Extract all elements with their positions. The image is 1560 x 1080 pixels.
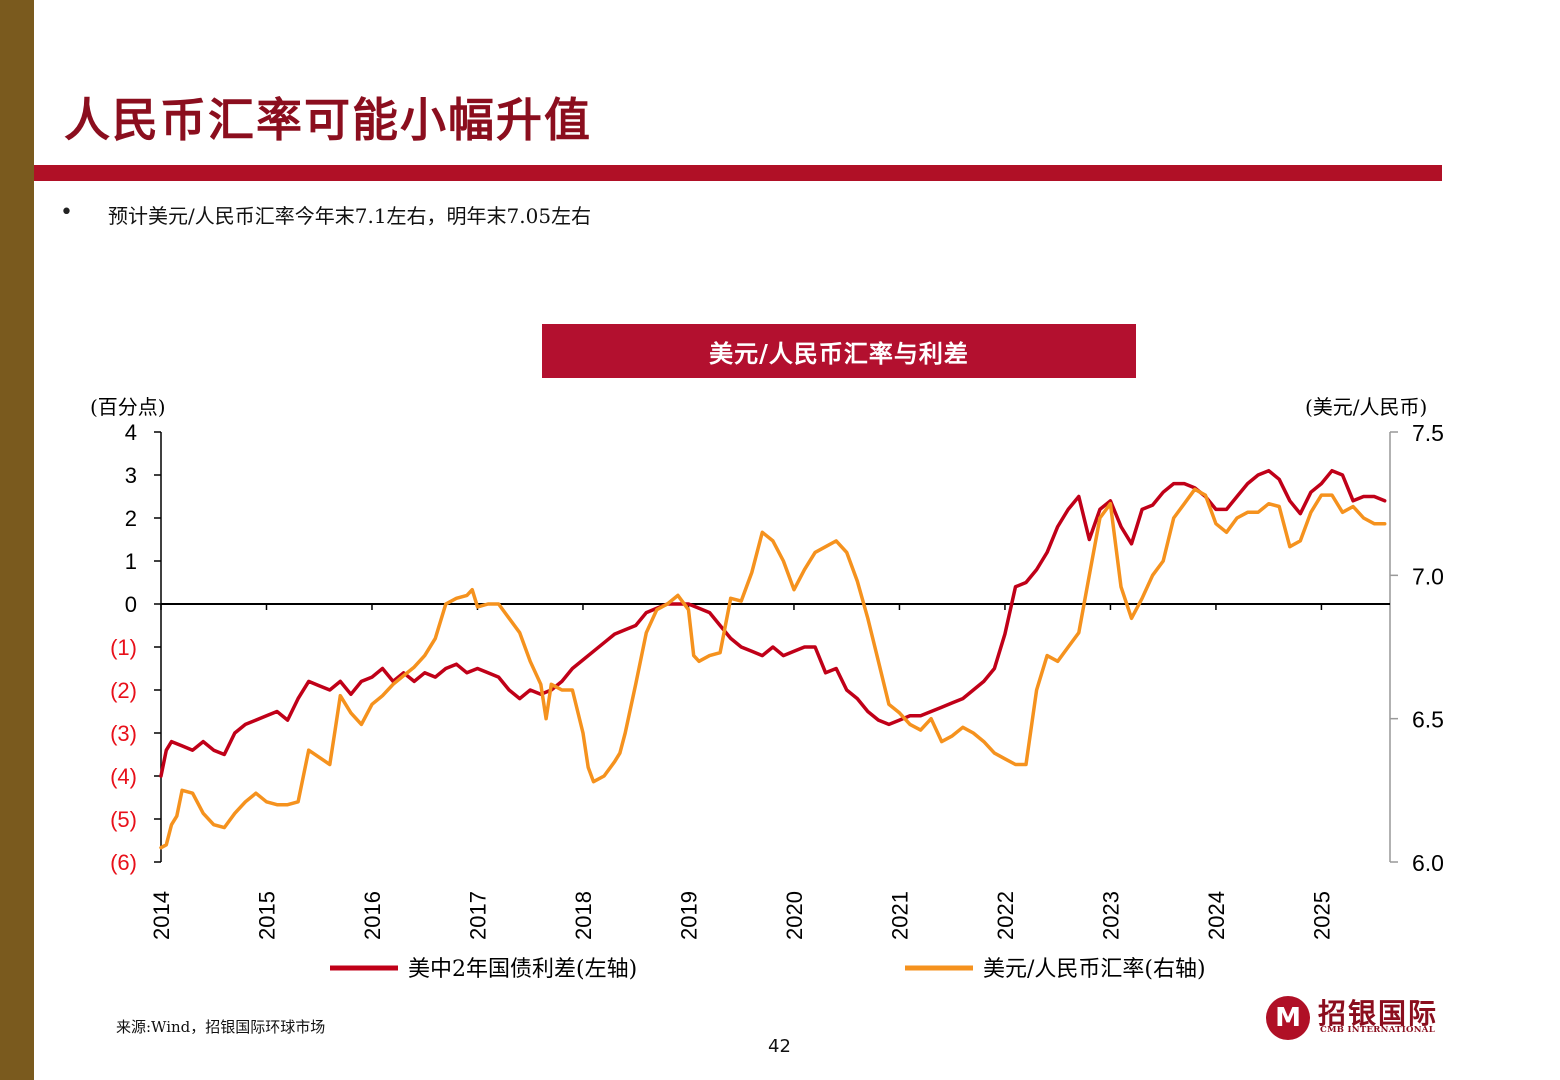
left-axis-unit: (百分点): [90, 395, 166, 419]
left-tick-label: 1: [125, 549, 137, 574]
x-tick-label: 2024: [1204, 891, 1229, 940]
left-tick-label: 3: [125, 463, 137, 488]
bullet-text: 预计美元/人民币汇率今年末7.1左右，明年末7.05左右: [108, 204, 592, 228]
chart-title: 美元/人民币汇率与利差: [542, 324, 1136, 378]
x-tick-label: 2016: [360, 891, 385, 940]
title-divider: [34, 165, 1442, 181]
x-tick-label: 2014: [149, 891, 174, 940]
left-tick-label: (6): [110, 850, 137, 875]
x-tick-label: 2017: [465, 891, 490, 940]
left-tick-label: (4): [110, 764, 137, 789]
chart-series: [159, 468, 1387, 850]
left-tick-label: (1): [110, 635, 137, 660]
right-tick-label: 6.0: [1412, 850, 1444, 876]
x-tick-label: 2018: [571, 891, 596, 940]
left-tick-label: (5): [110, 807, 137, 832]
x-tick-label: 2015: [254, 891, 279, 940]
legend-label: 美元/人民币汇率(右轴): [983, 957, 1206, 982]
left-tick-label: 2: [125, 506, 137, 531]
company-logo: M 招银国际 CMB INTERNATIONAL: [1266, 992, 1446, 1040]
right-tick-label: 6.5: [1412, 707, 1444, 733]
x-tick-label: 2021: [887, 891, 912, 940]
right-tick-label: 7.0: [1412, 563, 1444, 589]
series-line-spread: [159, 468, 1387, 778]
left-tick-label: 4: [125, 420, 137, 445]
x-tick-label: 2020: [782, 891, 807, 940]
source-note: 来源:Wind，招银国际环球市场: [116, 1018, 326, 1036]
x-tick-label: 2022: [993, 891, 1018, 940]
chart-axes: 4 3 2 1 0 (1) (2) (3) (4) (5) (6) 7.5 7.0 6.5 6.0 2014 2…: [90, 395, 1444, 940]
logo-en-text: CMB INTERNATIONAL: [1320, 1025, 1435, 1035]
page-title: 人民币汇率可能小幅升值: [64, 93, 592, 147]
left-tick-label: (3): [110, 721, 137, 746]
x-tick-label: 2025: [1309, 891, 1334, 940]
x-tick-label: 2023: [1098, 891, 1123, 940]
chart-legend: 美中2年国债利差(左轴) 美元/人民币汇率(右轴): [330, 957, 1206, 982]
left-sidebar-band: [0, 0, 34, 1080]
left-tick-label: 0: [125, 592, 137, 617]
page-number: 42: [768, 1036, 791, 1057]
x-tick-label: 2019: [676, 891, 701, 940]
left-tick-label: (2): [110, 678, 137, 703]
logo-cn-text: 招银国际: [1318, 997, 1439, 1030]
right-tick-label: 7.5: [1412, 420, 1444, 446]
legend-label: 美中2年国债利差(左轴): [408, 957, 637, 982]
right-axis-unit: (美元/人民币): [1305, 395, 1427, 419]
cmb-logo-icon: M: [1266, 996, 1310, 1040]
bullet-icon: •: [60, 200, 73, 225]
series-line-fx: [159, 487, 1387, 850]
